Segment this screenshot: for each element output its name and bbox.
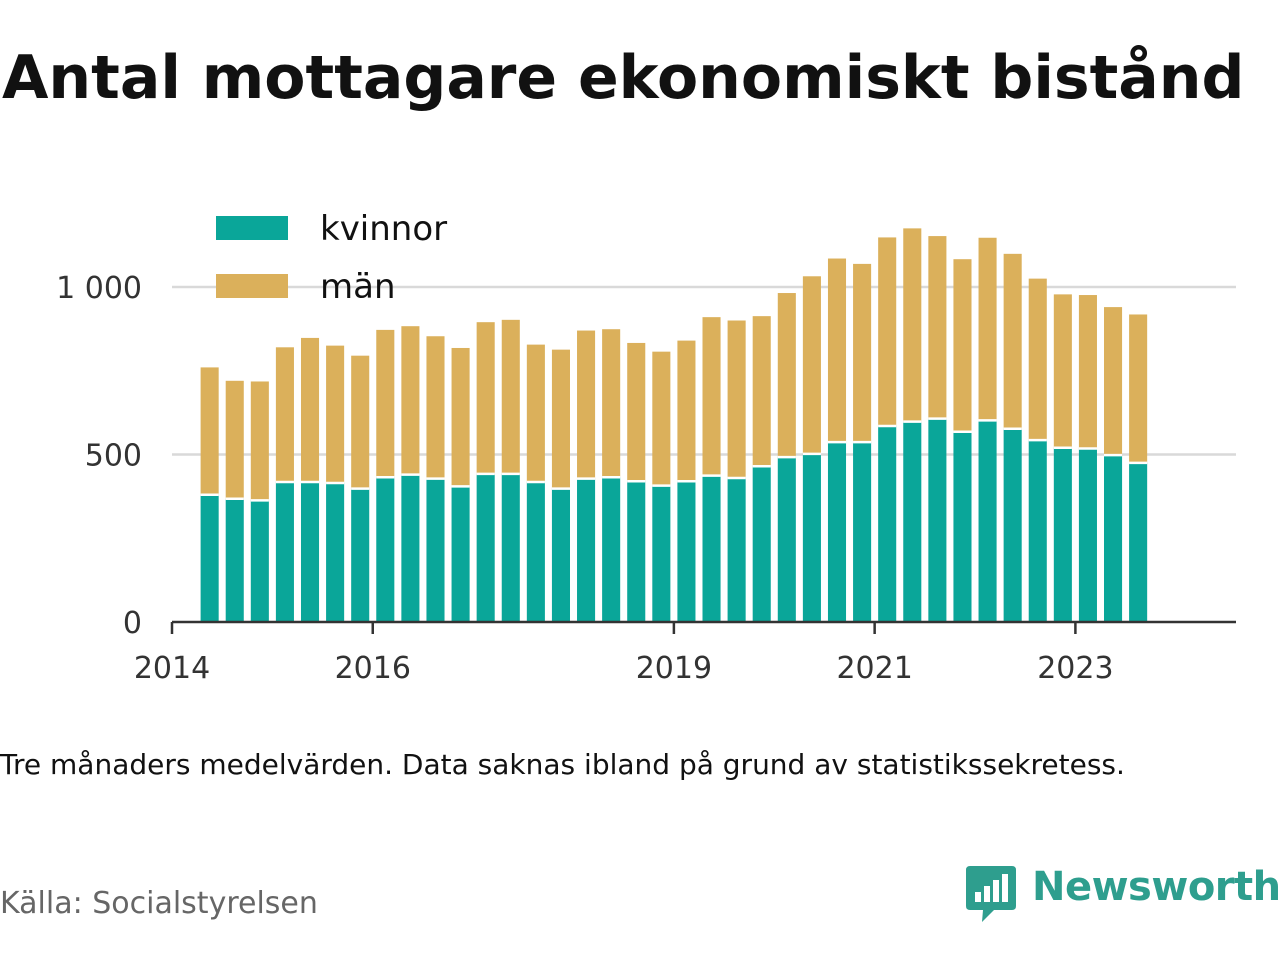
bar-man-32 (1003, 253, 1022, 429)
bar-man-36 (1104, 307, 1123, 456)
bar-man-16 (602, 329, 621, 478)
bar-kvinnor-17 (627, 481, 646, 622)
bars (200, 228, 1148, 622)
bar-kvinnor-34 (1053, 447, 1072, 622)
bar-kvinnor-14 (551, 488, 570, 622)
bar-kvinnor-9 (426, 478, 445, 622)
bar-man-8 (401, 326, 420, 475)
legend-label-man: män (320, 267, 396, 307)
bar-man-22 (752, 316, 771, 467)
bar-kvinnor-19 (677, 481, 696, 622)
y-tick-label-500: 500 (85, 439, 142, 474)
bar-man-4 (300, 337, 320, 482)
bar-man-30 (953, 259, 972, 432)
bar-kvinnor-35 (1078, 448, 1097, 622)
bar-kvinnor-23 (777, 457, 796, 622)
bar-kvinnor-11 (476, 473, 495, 622)
bar-man-10 (451, 347, 470, 487)
legend-swatch-man (216, 274, 288, 298)
bar-kvinnor-28 (903, 421, 922, 622)
bar-kvinnor-0 (200, 494, 219, 622)
bar-man-20 (702, 317, 721, 476)
x-tick-label-2014: 2014 (134, 651, 210, 686)
stacked-bar-chart: 0 500 1 000 2014 2016 2019 2021 2023 kvinnor män (56, 209, 1236, 686)
bar-kvinnor-12 (501, 473, 520, 622)
bar-kvinnor-30 (953, 431, 972, 622)
bar-man-1 (225, 380, 244, 499)
bar-man-19 (677, 340, 696, 482)
chart-title: Antal mottagare ekonomiskt bistånd (2, 43, 1245, 113)
bar-kvinnor-32 (1003, 428, 1022, 622)
chart-note: Tre månaders medelvärden. Data saknas ib… (0, 748, 1125, 781)
source-text: Källa: Socialstyrelsen (0, 886, 318, 921)
bar-kvinnor-18 (652, 485, 671, 622)
bar-man-3 (275, 347, 294, 482)
bar-kvinnor-25 (827, 442, 847, 622)
x-tick-label-2016: 2016 (335, 651, 411, 686)
brand-name: Newsworthy (1032, 864, 1280, 910)
bar-kvinnor-8 (401, 474, 420, 622)
bar-man-2 (250, 381, 269, 501)
bar-kvinnor-29 (928, 418, 947, 622)
bar-kvinnor-15 (577, 478, 596, 622)
bar-man-25 (827, 258, 847, 443)
bar-man-24 (802, 276, 821, 454)
bar-kvinnor-36 (1104, 455, 1123, 622)
legend-label-kvinnor: kvinnor (320, 209, 447, 249)
bar-man-9 (426, 336, 445, 479)
bar-man-13 (526, 344, 545, 482)
x-tick-label-2023: 2023 (1037, 651, 1113, 686)
bar-kvinnor-5 (326, 482, 345, 622)
bar-kvinnor-27 (878, 426, 897, 622)
y-tick-label-1000: 1 000 (56, 271, 142, 306)
bar-kvinnor-20 (702, 475, 721, 622)
bar-man-21 (727, 320, 746, 478)
bar-kvinnor-6 (351, 488, 370, 622)
bar-man-17 (627, 342, 646, 482)
bar-kvinnor-1 (225, 498, 244, 622)
bar-kvinnor-7 (376, 477, 395, 622)
bar-man-29 (928, 236, 947, 419)
bar-man-34 (1053, 294, 1072, 448)
bar-man-15 (577, 330, 596, 479)
bar-man-5 (326, 345, 345, 483)
bar-kvinnor-31 (978, 420, 997, 622)
bar-man-0 (200, 367, 219, 495)
bar-man-11 (476, 322, 495, 474)
axes: 0 500 1 000 2014 2016 2019 2021 2023 (56, 271, 1236, 686)
bar-kvinnor-26 (853, 442, 872, 622)
y-tick-label-0: 0 (123, 606, 142, 641)
bar-kvinnor-10 (451, 486, 470, 622)
legend: kvinnor män (216, 209, 447, 307)
bar-chart-speech-bubble-icon (966, 866, 1016, 922)
bar-man-26 (853, 263, 872, 443)
x-tick-label-2021: 2021 (836, 651, 912, 686)
bar-kvinnor-4 (300, 481, 320, 622)
bar-man-6 (351, 355, 370, 489)
bar-kvinnor-13 (526, 481, 545, 622)
bar-kvinnor-24 (802, 453, 821, 622)
bar-man-33 (1028, 278, 1047, 441)
bar-man-7 (376, 329, 395, 478)
bar-man-27 (878, 237, 897, 427)
bar-man-31 (978, 237, 997, 421)
bar-kvinnor-3 (275, 481, 294, 622)
bar-kvinnor-22 (752, 466, 771, 622)
bar-man-35 (1078, 295, 1097, 449)
bar-man-14 (551, 349, 570, 489)
bar-kvinnor-33 (1028, 440, 1047, 622)
bar-kvinnor-37 (1129, 462, 1148, 622)
x-tick-label-2019: 2019 (636, 651, 712, 686)
bar-man-23 (777, 293, 796, 458)
bar-kvinnor-21 (727, 477, 746, 622)
legend-swatch-kvinnor (216, 216, 288, 240)
bar-man-18 (652, 351, 671, 486)
bar-kvinnor-16 (602, 477, 621, 622)
bar-kvinnor-2 (250, 500, 269, 622)
bar-man-28 (903, 228, 922, 422)
bar-man-12 (501, 319, 520, 474)
bar-man-37 (1129, 314, 1148, 463)
